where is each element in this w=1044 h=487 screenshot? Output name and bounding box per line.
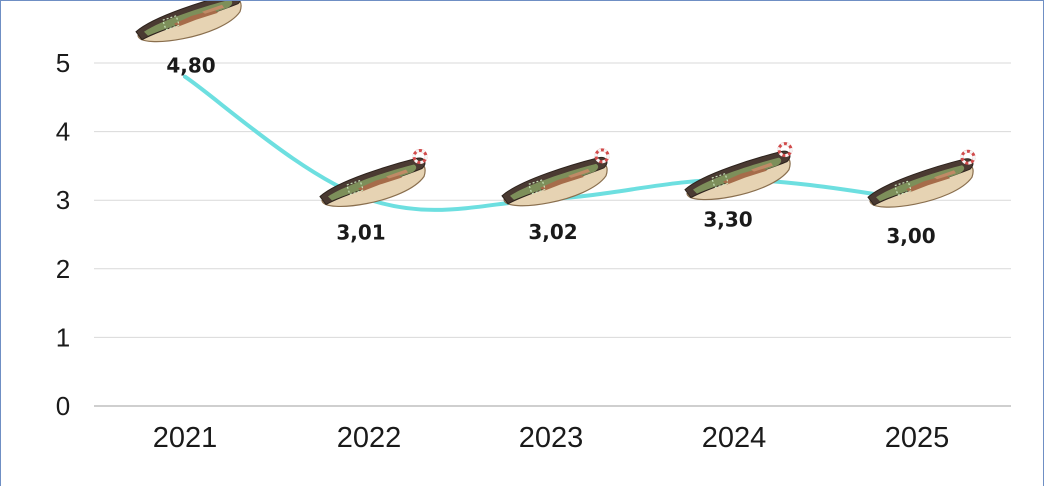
y-axis-ticks: 0 1 2 3 4 5	[56, 48, 70, 421]
rowboat-icon	[683, 142, 793, 202]
data-label: 3,30	[703, 208, 752, 232]
x-axis-ticks: 2021 2022 2023 2024 2025	[153, 422, 950, 454]
x-tick-label: 2024	[702, 422, 767, 454]
y-tick-label: 3	[56, 185, 70, 215]
data-label: 3,00	[886, 224, 935, 248]
y-tick-label: 2	[56, 254, 70, 284]
x-tick-label: 2025	[885, 422, 950, 454]
y-tick-label: 5	[56, 48, 70, 78]
data-label: 4,80	[166, 54, 215, 78]
data-label: 3,01	[336, 221, 385, 245]
x-tick-label: 2021	[153, 422, 218, 454]
y-tick-label: 1	[56, 322, 70, 352]
rowboat-icon	[318, 149, 428, 208]
rowboat-icon	[134, 1, 244, 44]
y-tick-label: 4	[56, 117, 70, 147]
x-tick-label: 2022	[337, 422, 402, 454]
data-labels: 4,80 3,01 3,02 3,30 3,00	[166, 54, 935, 248]
rowboat-icon	[500, 148, 610, 208]
data-label: 3,02	[528, 220, 577, 244]
data-point-markers	[134, 1, 976, 209]
x-tick-label: 2023	[519, 422, 584, 454]
y-tick-label: 0	[56, 391, 70, 421]
rowboat-icon	[866, 149, 976, 209]
